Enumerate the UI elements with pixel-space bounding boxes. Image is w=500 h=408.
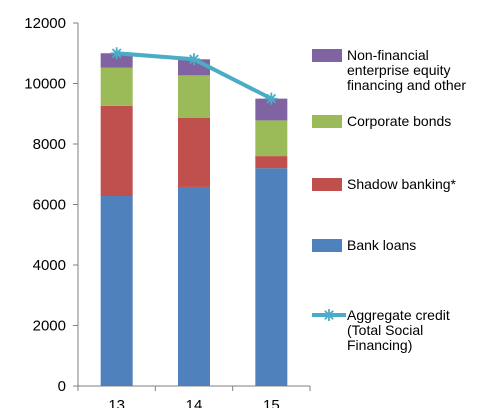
legend-swatch <box>312 115 342 128</box>
bar-segment <box>100 105 133 197</box>
bar-segment <box>255 156 288 169</box>
line-point-marker <box>265 92 278 105</box>
legend-label: Shadow banking* <box>347 176 457 192</box>
y-tick-label: 12000 <box>24 15 66 32</box>
y-tick-label: 4000 <box>33 257 66 274</box>
y-tick-label: 6000 <box>33 197 66 214</box>
bar-segment <box>100 53 133 68</box>
legend-label: enterprise equity <box>347 62 451 78</box>
legend-swatch <box>312 239 342 252</box>
legend-label: (Total Social <box>347 322 423 338</box>
bar-segment <box>178 186 210 386</box>
x-tick-label: 14 <box>186 397 203 408</box>
y-tick-label: 2000 <box>33 318 66 335</box>
legend-swatch <box>312 178 342 191</box>
y-tick-label: 10000 <box>24 76 66 93</box>
plot-area: 0 2000 4000 6000 8000 10000 12000 13 14 15 <box>24 15 311 408</box>
bar-segment <box>100 67 133 106</box>
legend-label: Financing) <box>347 337 412 353</box>
legend-marker <box>323 309 335 321</box>
legend-label: Bank loans <box>347 237 416 253</box>
y-tick-label: 8000 <box>33 136 66 153</box>
legend-label: Aggregate credit <box>347 307 450 323</box>
line-point-marker <box>110 47 123 60</box>
bar-segment <box>255 120 288 157</box>
legend-label: Non-financial <box>347 47 429 63</box>
bar-segment <box>255 168 288 386</box>
bar-segment <box>178 75 210 118</box>
bar-segment <box>178 117 210 187</box>
bar-segment <box>255 98 288 121</box>
y-tick-label: 0 <box>58 378 66 395</box>
legend-label: Corporate bonds <box>347 113 451 129</box>
bar-segment <box>100 196 133 386</box>
x-tick-label: 15 <box>263 397 280 408</box>
x-tick-label: 13 <box>108 397 125 408</box>
legend-swatch <box>312 49 342 62</box>
line-point-marker <box>188 53 200 66</box>
legend-label: financing and other <box>347 77 466 93</box>
